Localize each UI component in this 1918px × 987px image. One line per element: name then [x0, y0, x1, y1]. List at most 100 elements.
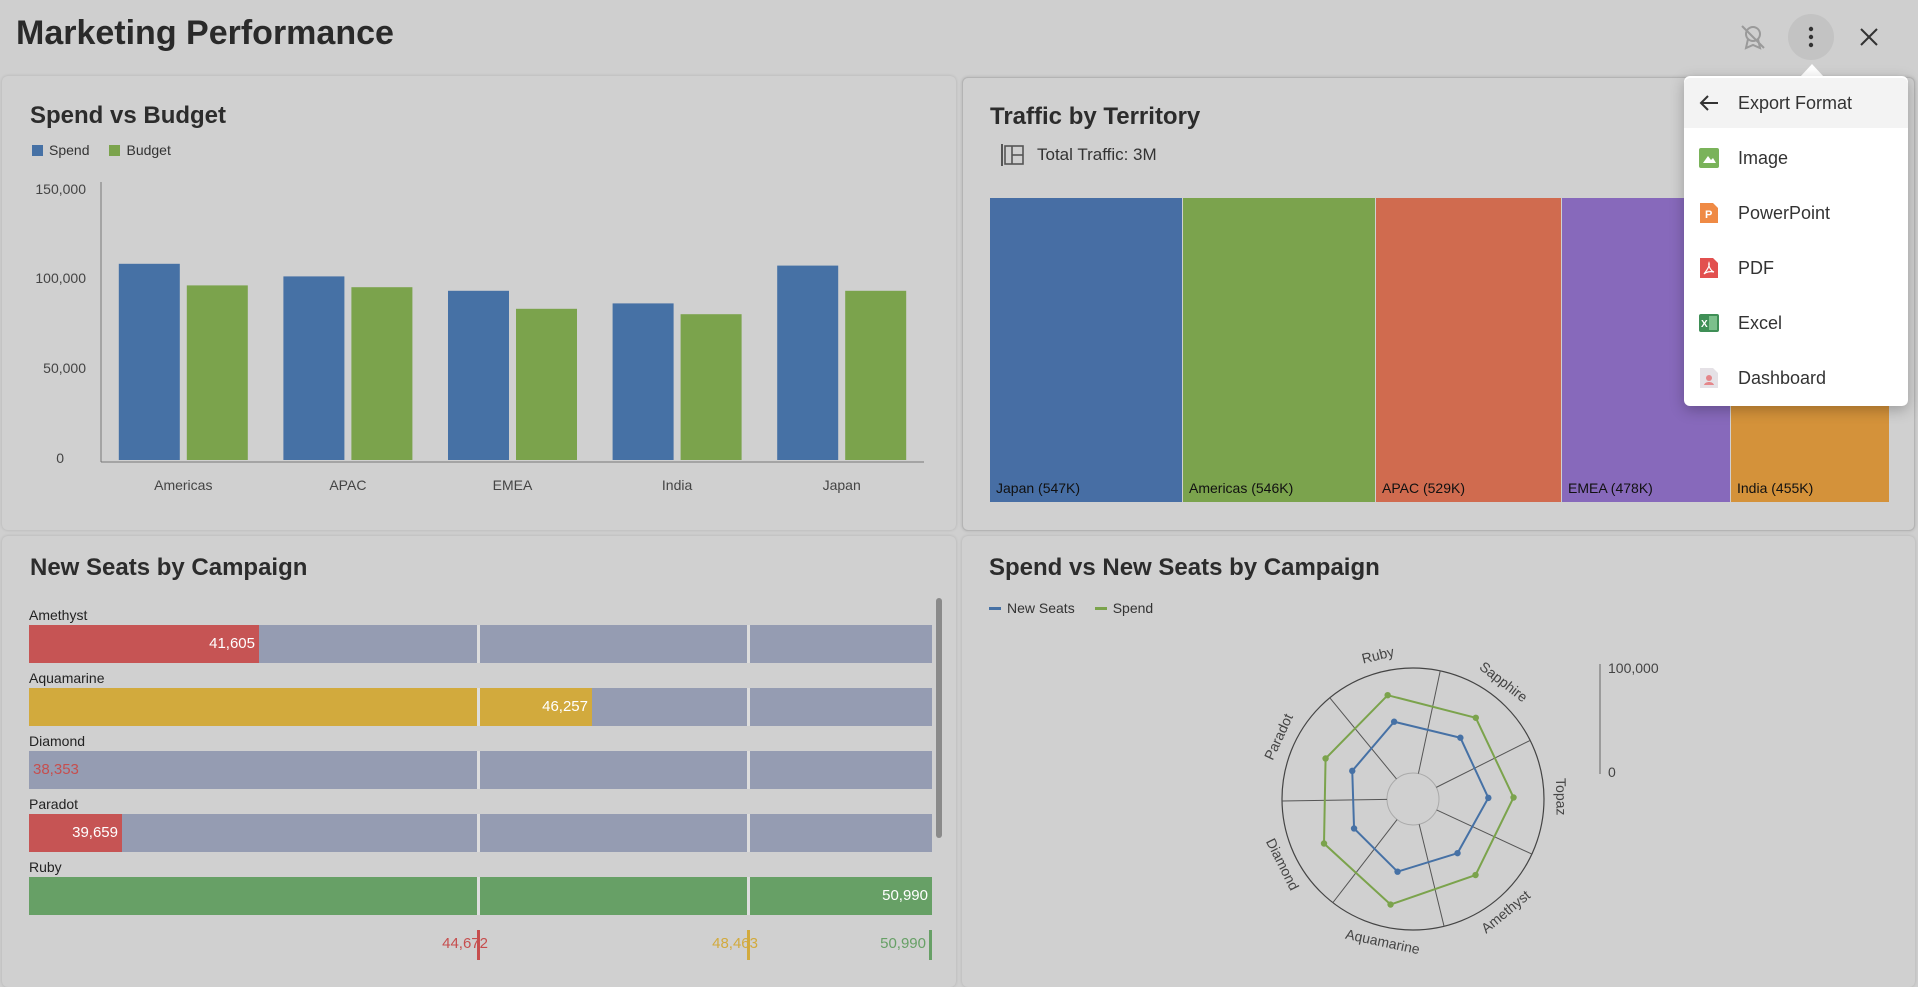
bullet-track[interactable]: 41,605	[29, 625, 932, 663]
radar-point-new-seats-amethyst[interactable]	[1454, 849, 1461, 857]
treemap-tile-americas[interactable]: Americas (546K)	[1183, 198, 1375, 502]
radar-series-new-seats[interactable]	[1351, 720, 1490, 873]
menu-item-powerpoint[interactable]: P PowerPoint	[1684, 188, 1908, 238]
treemap-icon	[1001, 144, 1024, 166]
bullet-band-divider	[747, 877, 750, 915]
menu-item-pdf[interactable]: PDF	[1684, 243, 1908, 293]
threshold-label: 48,463	[712, 935, 758, 952]
radar-point-spend-ruby[interactable]	[1384, 691, 1391, 699]
image-file-icon	[1699, 148, 1719, 168]
svg-text:X: X	[1701, 319, 1708, 330]
campaign-label: Paradot	[29, 796, 79, 812]
menu-item-excel[interactable]: X Excel	[1684, 298, 1908, 348]
total-traffic-label: Total Traffic: 3M	[1037, 145, 1157, 164]
bar-budget-india[interactable]	[680, 314, 742, 460]
menu-item-label: Image	[1738, 148, 1789, 168]
treemap-tile-japan[interactable]: Japan (547K)	[990, 198, 1182, 502]
treemap-tile-label: EMEA (478K)	[1568, 480, 1653, 496]
bar-budget-japan[interactable]	[845, 290, 907, 460]
x-tick-label: Americas	[154, 477, 212, 493]
radar-point-spend-topaz[interactable]	[1510, 794, 1517, 801]
radar-outer-ring	[1281, 667, 1545, 931]
legend-item-budget[interactable]: Budget	[109, 142, 171, 158]
bullet-band-divider	[747, 814, 750, 852]
menu-item-image[interactable]: Image	[1684, 133, 1908, 183]
bar-spend-americas[interactable]	[118, 263, 180, 460]
spend-vs-budget-panel[interactable]: Spend vs Budget Spend Budget 150,000 100…	[2, 76, 956, 530]
radar-point-new-seats-topaz[interactable]	[1485, 794, 1492, 802]
panel-title: New Seats by Campaign	[30, 554, 308, 581]
radar-series-spend[interactable]	[1323, 694, 1515, 906]
legend-item-new-seats[interactable]: New Seats	[989, 600, 1075, 616]
bullet-value-label: 41,605	[209, 635, 255, 652]
radial-scale-label: 100,000	[1608, 660, 1659, 676]
radar-point-spend-diamond[interactable]	[1320, 840, 1328, 847]
treemap-tile-label: Japan (547K)	[996, 480, 1081, 496]
spend-vs-new-seats-panel[interactable]: Spend vs New Seats by Campaign New Seats…	[962, 536, 1915, 987]
bullet-track[interactable]: 50,990	[29, 877, 932, 915]
bullet-graph: Amethyst 41,605 Aquamarine 46,257 Diamond 38,…	[2, 536, 956, 987]
total-traffic: Total Traffic: 3M	[999, 142, 1157, 168]
bar-budget-apac[interactable]	[351, 287, 413, 460]
excel-file-icon: X	[1699, 314, 1719, 332]
legend-label: Spend	[49, 142, 90, 158]
menu-item-dashboard[interactable]: Dashboard	[1684, 353, 1908, 403]
radar-point-new-seats-aquamarine[interactable]	[1394, 868, 1401, 875]
bullet-track[interactable]: 38,353	[29, 751, 932, 789]
radar-category-label: Amethyst	[1478, 887, 1533, 936]
more-options-button[interactable]	[1788, 14, 1834, 60]
radar-point-new-seats-sapphire[interactable]	[1457, 734, 1464, 741]
panel-title: Spend vs Budget	[30, 102, 227, 129]
bullet-value-label: 38,353	[33, 761, 79, 778]
chart-legend: New Seats Spend	[989, 600, 1153, 616]
bar-spend-apac[interactable]	[283, 276, 345, 460]
radar-spoke	[1436, 809, 1533, 855]
legend-label: Budget	[126, 142, 171, 158]
export-format-back[interactable]: Export Format	[1684, 78, 1908, 128]
radar-point-new-seats-ruby[interactable]	[1390, 718, 1398, 725]
legend-item-spend[interactable]: Spend	[1094, 600, 1154, 616]
threshold-marker	[747, 930, 750, 960]
radar-point-spend-sapphire[interactable]	[1472, 714, 1479, 721]
legend-swatch	[109, 144, 121, 156]
radar-spoke	[1418, 824, 1445, 927]
bullet-band-divider	[477, 814, 480, 852]
radar-category-label: Sapphire	[1477, 658, 1531, 705]
bullet-track[interactable]: 46,257	[29, 688, 932, 726]
bar-budget-americas[interactable]	[186, 285, 248, 460]
bar-spend-emea[interactable]	[448, 290, 509, 460]
threshold-marker	[477, 930, 480, 960]
legend-label: Spend	[1112, 600, 1154, 616]
radar-point-new-seats-diamond[interactable]	[1350, 825, 1358, 832]
radar-point-spend-aquamarine[interactable]	[1387, 901, 1394, 908]
radial-scale-label: 0	[1608, 764, 1616, 780]
y-tick-label: 150,000	[35, 181, 86, 197]
bullet-track[interactable]: 39,659	[29, 814, 932, 852]
close-button[interactable]	[1846, 14, 1892, 60]
bullet-bar	[29, 625, 259, 663]
radar-chart: SapphireTopazAmethystAquamarineDiamondPa…	[1261, 643, 1659, 957]
legend-label: New Seats	[1007, 600, 1075, 616]
radar-point-new-seats-paradot[interactable]	[1349, 767, 1356, 775]
arrow-left-icon	[1699, 95, 1718, 111]
bar-spend-japan[interactable]	[777, 265, 839, 460]
radar-point-spend-amethyst[interactable]	[1472, 871, 1479, 879]
legend-item-spend[interactable]: Spend	[32, 142, 89, 158]
treemap-tile-apac[interactable]: APAC (529K)	[1376, 198, 1561, 502]
radar-point-spend-paradot[interactable]	[1322, 755, 1329, 762]
badge-off-button[interactable]	[1730, 14, 1776, 60]
treemap-tile-label: India (455K)	[1737, 480, 1814, 496]
bar-budget-emea[interactable]	[516, 308, 577, 460]
menu-item-label: PowerPoint	[1738, 203, 1831, 223]
radar-category-label: Diamond	[1263, 836, 1302, 893]
threshold-marker	[929, 930, 932, 960]
page-title: Marketing Performance	[16, 14, 394, 52]
x-tick-label: EMEA	[493, 477, 533, 493]
x-tick-label: Japan	[823, 477, 861, 493]
new-seats-by-campaign-panel[interactable]: New Seats by Campaign Amethyst 41,605 Aqua…	[2, 536, 956, 987]
bar-spend-india[interactable]	[612, 303, 674, 460]
export-format-menu: Export Format Image P PowerPoint PDF X E…	[1684, 76, 1908, 406]
bullet-value-label: 39,659	[72, 824, 118, 841]
radar-spoke	[1329, 697, 1397, 780]
vertical-scrollbar[interactable]	[936, 598, 942, 838]
